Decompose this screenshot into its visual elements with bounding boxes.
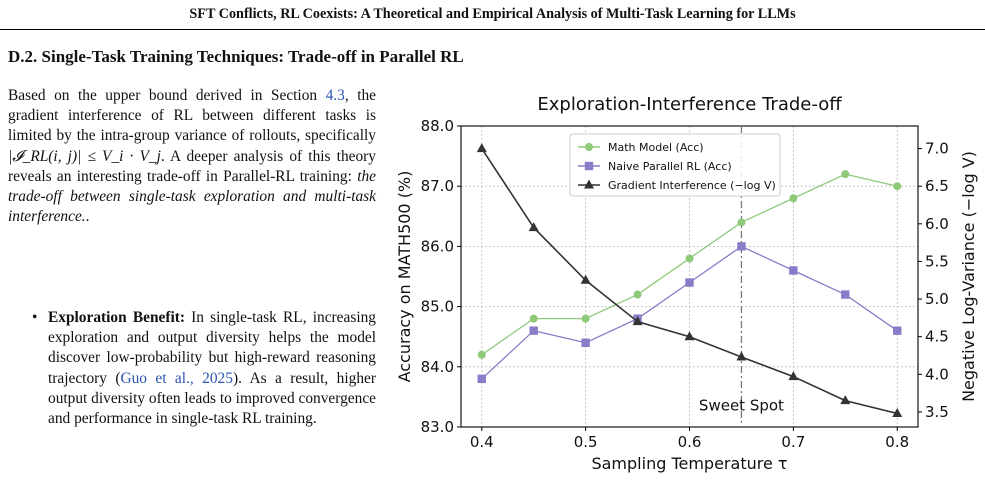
data-point bbox=[789, 194, 798, 203]
legend-marker bbox=[584, 179, 594, 189]
running-header: SFT Conflicts, RL Coexists: A Theoretica… bbox=[0, 0, 985, 30]
data-point bbox=[789, 266, 798, 275]
data-point bbox=[529, 326, 538, 335]
intro-text-pre: Based on the upper bound derived in Sect… bbox=[8, 87, 326, 104]
data-point bbox=[581, 338, 590, 347]
data-point bbox=[580, 274, 591, 284]
data-point bbox=[841, 170, 850, 179]
data-point bbox=[581, 314, 590, 323]
data-point bbox=[788, 371, 799, 381]
y-left-tick-label: 84.0 bbox=[421, 358, 454, 376]
chart-title: Exploration-Interference Trade-off bbox=[537, 94, 842, 115]
intro-text-mid: , the gradient interference of RL betwee… bbox=[8, 87, 377, 145]
intro-paragraph: Based on the upper bound derived in Sect… bbox=[8, 86, 376, 227]
data-point bbox=[840, 395, 851, 405]
y-left-axis-label: Accuracy on MATH500 (%) bbox=[395, 171, 414, 383]
y-right-tick-label: 6.0 bbox=[925, 215, 949, 233]
y-right-tick-label: 3.5 bbox=[925, 403, 949, 421]
y-right-tick-label: 4.0 bbox=[925, 365, 949, 383]
y-left-tick-label: 83.0 bbox=[421, 418, 454, 436]
data-point bbox=[528, 222, 539, 232]
data-point bbox=[892, 407, 903, 417]
data-point bbox=[632, 316, 643, 326]
legend-marker bbox=[584, 161, 594, 171]
citation-link[interactable]: Guo et al., 2025 bbox=[120, 369, 233, 387]
y-right-tick-label: 5.0 bbox=[925, 290, 949, 308]
y-right-axis-label: Negative Log-Variance (−log V) bbox=[959, 151, 978, 402]
intro-text-post: . A deeper analysis of this theory revea… bbox=[8, 147, 376, 185]
legend-label: Gradient Interference (−log V) bbox=[608, 179, 776, 192]
data-point bbox=[476, 143, 487, 153]
list-item: • Exploration Benefit: In single-task RL,… bbox=[32, 308, 376, 429]
intro-emphasis: the trade-off between single-task explor… bbox=[8, 167, 376, 226]
bullet-label: Exploration Benefit: bbox=[48, 309, 185, 326]
sweet-spot-label: Sweet Spot bbox=[699, 397, 784, 415]
x-tick-label: 0.7 bbox=[781, 433, 805, 451]
data-point bbox=[477, 350, 486, 359]
data-point bbox=[893, 326, 902, 335]
data-point bbox=[841, 290, 850, 299]
data-point bbox=[685, 254, 694, 263]
data-point bbox=[684, 331, 695, 341]
data-point bbox=[737, 242, 746, 251]
trade-off-chart: 0.4 0.5 0.6 0.7 0.8 83.0 84.0 85.0 86.0 87.0 88.0 3… bbox=[388, 88, 985, 490]
data-point bbox=[529, 314, 538, 323]
data-point bbox=[737, 218, 746, 227]
data-point bbox=[685, 278, 694, 287]
y-right-tick-label: 6.5 bbox=[925, 177, 949, 195]
x-tick-label: 0.5 bbox=[574, 433, 598, 451]
y-left-tick-label: 88.0 bbox=[421, 117, 454, 135]
data-point bbox=[893, 182, 902, 191]
bullet-dot: • bbox=[32, 309, 38, 326]
section-title: D.2. Single-Task Training Techniques: Tr… bbox=[8, 47, 464, 66]
bullet-list: • Exploration Benefit: In single-task RL,… bbox=[32, 308, 376, 429]
x-tick-label: 0.6 bbox=[678, 433, 702, 451]
y-right-tick-label: 4.5 bbox=[925, 328, 949, 346]
x-axis-label: Sampling Temperature τ bbox=[591, 454, 787, 473]
legend-label: Naive Parallel RL (Acc) bbox=[608, 160, 732, 173]
bullet-text-2: ). As a result, higher output diversity … bbox=[48, 369, 376, 428]
chart-svg: 0.4 0.5 0.6 0.7 0.8 83.0 84.0 85.0 86.0 87.0 88.0 3… bbox=[395, 94, 978, 473]
data-point bbox=[477, 374, 486, 384]
y-left-tick-label: 87.0 bbox=[421, 177, 454, 195]
y-right-tick-label: 5.5 bbox=[925, 252, 949, 270]
legend-marker bbox=[585, 143, 593, 151]
data-point bbox=[633, 290, 642, 299]
section-reference-link[interactable]: 4.3 bbox=[325, 87, 345, 104]
intro-end: . bbox=[85, 208, 90, 226]
legend-box bbox=[569, 133, 781, 197]
y-left-tick-label: 85.0 bbox=[421, 298, 454, 316]
y-right-tick-label: 7.0 bbox=[925, 140, 949, 158]
x-tick-label: 0.8 bbox=[885, 433, 909, 451]
x-tick-label: 0.4 bbox=[470, 433, 494, 451]
y-left-tick-label: 86.0 bbox=[421, 237, 454, 255]
bullet-text-1: In single-task RL, increasing exploratio… bbox=[48, 309, 376, 387]
legend-label: Math Model (Acc) bbox=[608, 141, 704, 154]
data-point bbox=[736, 351, 747, 361]
inline-math-bound: |𝓘_RL(i, j)| ≤ V_i · V_j bbox=[8, 147, 161, 165]
